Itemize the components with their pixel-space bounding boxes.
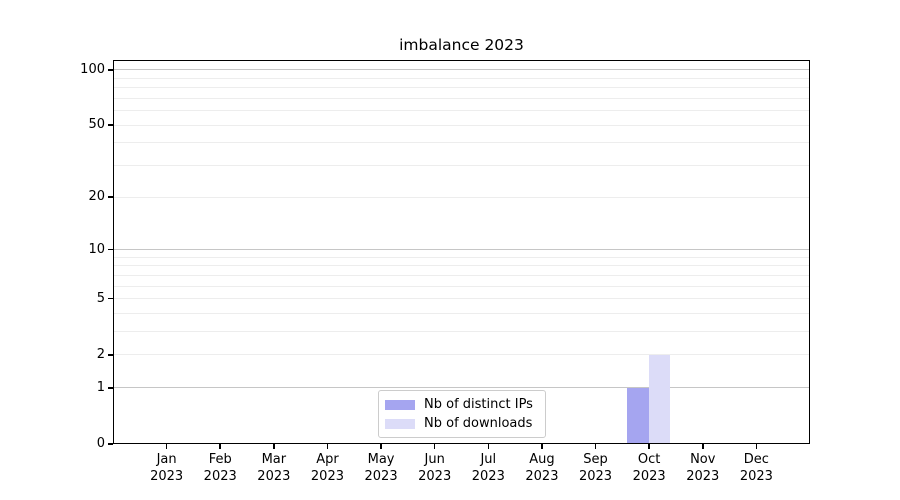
x-tick-mark <box>541 444 543 449</box>
x-tick-label-may: May 2023 <box>364 452 398 484</box>
legend-label-downloads: Nb of downloads <box>424 416 533 431</box>
gridline-major <box>114 387 809 389</box>
x-tick-mark <box>702 444 704 449</box>
y-tick-mark <box>108 297 113 300</box>
x-tick-mark <box>433 444 436 449</box>
gridline-minor <box>114 285 809 287</box>
gridline-minor <box>114 87 809 89</box>
x-tick-mark <box>487 444 490 449</box>
x-tick-label-jul: Jul 2023 <box>471 452 505 484</box>
gridline-minor <box>114 97 809 99</box>
x-tick-label-aug: Aug 2023 <box>525 452 559 484</box>
x-tick-mark <box>273 444 275 449</box>
gridline-minor <box>114 331 809 333</box>
gridline-minor <box>114 256 809 258</box>
x-tick-label-feb: Feb 2023 <box>203 452 237 484</box>
y-tick-mark <box>108 387 113 389</box>
plot-area <box>113 60 810 444</box>
legend: Nb of distinct IPs Nb of downloads <box>378 390 546 438</box>
gridline-minor <box>114 196 809 198</box>
y-tick-label: 1 <box>96 379 105 395</box>
gridline-minor <box>114 142 809 144</box>
x-tick-mark <box>326 444 329 449</box>
legend-label-distinct-ips: Nb of distinct IPs <box>424 397 533 412</box>
gridline-minor <box>114 313 809 314</box>
bar-nb-of-downloads-oct <box>648 355 671 443</box>
x-tick-mark <box>648 444 650 449</box>
gridline-minor <box>114 124 809 126</box>
y-tick-label: 50 <box>88 117 105 133</box>
gridline-minor <box>114 298 809 300</box>
legend-row-downloads: Nb of downloads <box>385 416 537 431</box>
x-tick-label-sep: Sep 2023 <box>578 452 613 484</box>
legend-swatch-downloads <box>385 418 415 429</box>
x-tick-label-jun: Jun 2023 <box>418 452 452 484</box>
y-tick-label: 0 <box>96 436 105 451</box>
y-tick-label: 20 <box>88 189 105 205</box>
x-tick-label-nov: Nov 2023 <box>686 452 720 484</box>
x-tick-mark <box>380 444 382 449</box>
y-tick-mark <box>108 124 113 126</box>
x-tick-mark <box>594 444 597 449</box>
x-tick-label-apr: Apr 2023 <box>310 452 344 484</box>
y-tick-label: 100 <box>80 61 105 77</box>
x-tick-mark <box>165 444 168 449</box>
x-tick-mark <box>219 444 221 449</box>
gridline-minor <box>114 354 809 356</box>
y-tick-mark <box>108 196 113 198</box>
y-tick-mark <box>108 248 113 251</box>
gridline-minor <box>114 274 809 276</box>
y-tick-label: 2 <box>96 346 105 362</box>
x-tick-label-jan: Jan 2023 <box>150 452 184 484</box>
bar-nb-of-distinct-ips-oct <box>627 388 649 443</box>
y-tick-mark <box>108 354 113 356</box>
gridline-minor <box>114 265 809 267</box>
gridline-minor <box>114 110 809 112</box>
legend-swatch-distinct-ips <box>385 399 415 410</box>
y-tick-mark <box>108 69 113 71</box>
x-tick-label-dec: Dec 2023 <box>739 452 773 484</box>
gridline-minor <box>114 77 809 79</box>
y-tick-label: 10 <box>88 241 105 257</box>
x-tick-label-oct: Oct 2023 <box>632 452 666 484</box>
gridline-major <box>114 69 809 71</box>
x-tick-mark <box>755 444 758 449</box>
chart-title: imbalance 2023 <box>399 36 524 54</box>
legend-row-distinct-ips: Nb of distinct IPs <box>385 397 537 412</box>
x-tick-label-mar: Mar 2023 <box>257 452 291 484</box>
gridline-major <box>114 249 809 251</box>
y-tick-mark <box>108 443 113 445</box>
gridline-minor <box>114 165 809 167</box>
y-tick-label: 5 <box>96 290 105 306</box>
